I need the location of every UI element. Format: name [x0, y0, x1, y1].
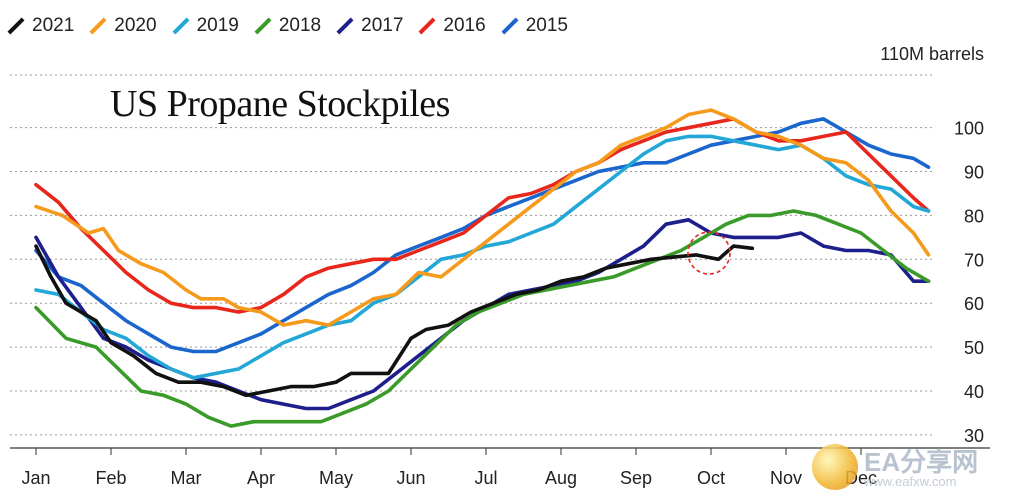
- series-lines: [34, 108, 931, 428]
- legend-swatch: [7, 17, 25, 35]
- x-tick-label: Apr: [247, 468, 275, 488]
- legend-swatch: [172, 17, 190, 35]
- y-tick-label: 100: [954, 119, 984, 139]
- legend-swatch: [89, 17, 107, 35]
- x-tick-label: Aug: [545, 468, 577, 488]
- legend-label: 2018: [278, 15, 322, 36]
- x-tick-label: May: [319, 468, 353, 488]
- x-tick-label: Jul: [474, 468, 497, 488]
- unit-label: 110M barrels: [880, 44, 984, 64]
- legend-item-2020: 2020: [88, 15, 157, 37]
- watermark-text: EA分享网: [864, 447, 979, 477]
- y-axis-ticks: 30 40 50 60 70 80 90 100: [954, 119, 984, 446]
- x-axis-ticks: Jan Feb Mar Apr May Jun Jul Aug Sep Oct Nov Dec: [21, 448, 877, 488]
- legend-label: 2019: [196, 15, 239, 36]
- watermark-logo-icon: [812, 444, 858, 490]
- legend-item-2021: 2021: [6, 15, 74, 37]
- chart-title: US Propane Stockpiles: [110, 83, 450, 125]
- y-tick-label: 80: [964, 206, 984, 226]
- x-tick-label: Jan: [21, 468, 50, 488]
- legend-label: 2020: [114, 15, 157, 36]
- series-line-2019: [34, 134, 931, 380]
- legend-item-2016: 2016: [417, 15, 486, 37]
- legend-label: 2015: [525, 15, 568, 36]
- legend-item-2017: 2017: [335, 15, 403, 37]
- x-tick-label: Feb: [95, 468, 126, 488]
- legend-item-2015: 2015: [500, 15, 568, 37]
- series-line-2020: [34, 108, 931, 327]
- legend-swatch: [501, 17, 519, 35]
- legend-label: 2016: [443, 15, 486, 36]
- legend: 2021 2020 2019 2018 2017 2016 2015: [6, 12, 582, 40]
- y-tick-label: 50: [964, 338, 984, 358]
- x-tick-label: Jun: [396, 468, 425, 488]
- highlight-circle: [687, 231, 731, 275]
- x-tick-label: Mar: [171, 468, 202, 488]
- x-tick-label: Oct: [697, 468, 725, 488]
- y-tick-label: 90: [964, 163, 984, 183]
- watermark-url: www.eafxw.com: [864, 474, 957, 489]
- y-tick-label: 60: [964, 294, 984, 314]
- legend-item-2018: 2018: [253, 15, 321, 37]
- legend-swatch: [418, 17, 436, 35]
- legend-swatch: [336, 17, 354, 35]
- legend-swatch: [254, 17, 272, 35]
- y-tick-label: 30: [964, 426, 984, 446]
- x-tick-label: Nov: [770, 468, 802, 488]
- watermark: EA分享网 www.eafxw.com: [812, 440, 1024, 497]
- series-line-2021: [34, 244, 755, 398]
- legend-item-2019: 2019: [171, 15, 239, 37]
- y-tick-label: 40: [964, 382, 984, 402]
- y-tick-label: 70: [964, 250, 984, 270]
- series-line-2018: [34, 209, 931, 428]
- legend-label: 2021: [32, 15, 75, 36]
- legend-label: 2017: [361, 15, 404, 36]
- x-tick-label: Sep: [620, 468, 652, 488]
